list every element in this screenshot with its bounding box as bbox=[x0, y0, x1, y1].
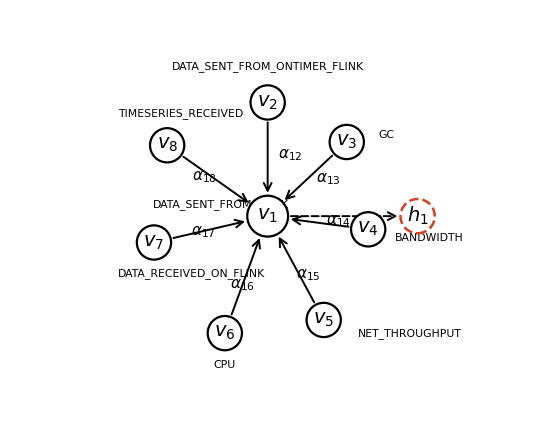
Text: DATA_SENT_FROM_ONTIMER_FLINK: DATA_SENT_FROM_ONTIMER_FLINK bbox=[172, 61, 364, 71]
Text: GC: GC bbox=[378, 131, 394, 140]
Circle shape bbox=[306, 303, 341, 337]
Text: $v_{2}$: $v_{2}$ bbox=[257, 93, 278, 112]
Circle shape bbox=[208, 316, 242, 350]
Circle shape bbox=[250, 85, 285, 119]
Text: DATA_SENT_FROM_FLINK: DATA_SENT_FROM_FLINK bbox=[153, 199, 289, 210]
Text: BANDWIDTH: BANDWIDTH bbox=[395, 232, 463, 243]
Text: NET_THROUGHPUT: NET_THROUGHPUT bbox=[358, 328, 462, 339]
Text: $\alpha_{17}$: $\alpha_{17}$ bbox=[191, 225, 216, 241]
Text: $\alpha_{14}$: $\alpha_{14}$ bbox=[326, 213, 351, 229]
Text: $v_{3}$: $v_{3}$ bbox=[336, 133, 357, 151]
Text: $\alpha_{16}$: $\alpha_{16}$ bbox=[231, 277, 255, 293]
Text: $v_{5}$: $v_{5}$ bbox=[313, 311, 334, 329]
Circle shape bbox=[137, 226, 171, 260]
Text: DATA_RECEIVED_ON_FLINK: DATA_RECEIVED_ON_FLINK bbox=[118, 268, 265, 279]
Text: $v_{7}$: $v_{7}$ bbox=[144, 233, 164, 252]
Text: CPU: CPU bbox=[214, 360, 236, 370]
Circle shape bbox=[150, 128, 184, 162]
Text: $v_{8}$: $v_{8}$ bbox=[157, 136, 178, 155]
Text: $\alpha_{18}$: $\alpha_{18}$ bbox=[192, 170, 216, 185]
Circle shape bbox=[351, 212, 385, 247]
Text: $v_1$: $v_1$ bbox=[257, 207, 278, 225]
Text: $v_{6}$: $v_{6}$ bbox=[214, 324, 236, 342]
Text: $h_1$: $h_1$ bbox=[407, 205, 429, 227]
Text: TIMESERIES_RECEIVED: TIMESERIES_RECEIVED bbox=[118, 109, 243, 119]
Text: $\alpha_{13}$: $\alpha_{13}$ bbox=[316, 171, 341, 187]
Text: $\alpha_{15}$: $\alpha_{15}$ bbox=[296, 267, 321, 282]
Circle shape bbox=[247, 196, 288, 237]
Circle shape bbox=[401, 199, 435, 233]
Text: $\alpha_{12}$: $\alpha_{12}$ bbox=[278, 147, 303, 163]
Circle shape bbox=[330, 125, 364, 159]
Text: $v_{4}$: $v_{4}$ bbox=[357, 220, 379, 238]
